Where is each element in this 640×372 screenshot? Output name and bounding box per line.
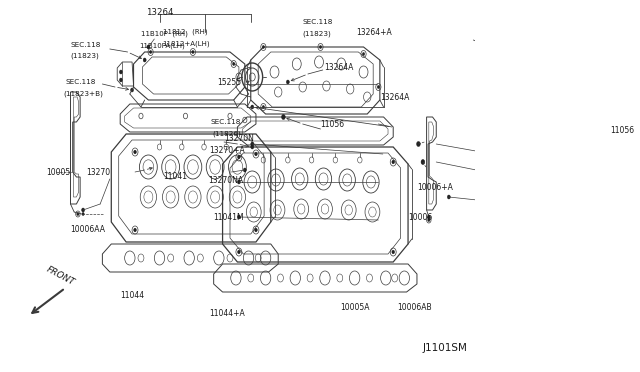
Text: 13264A: 13264A (380, 93, 409, 102)
Circle shape (428, 215, 430, 219)
Circle shape (237, 180, 241, 184)
Text: 13264A: 13264A (324, 62, 353, 71)
Text: (11823+B): (11823+B) (63, 91, 103, 97)
Circle shape (237, 155, 240, 159)
Circle shape (192, 51, 194, 54)
Circle shape (262, 106, 264, 109)
Text: FRONT: FRONT (45, 264, 76, 287)
Circle shape (392, 250, 394, 254)
Circle shape (237, 215, 241, 219)
Circle shape (134, 150, 136, 154)
Text: 11812+A(LH): 11812+A(LH) (162, 41, 209, 47)
Circle shape (497, 55, 500, 59)
Circle shape (561, 97, 564, 103)
Text: 13270+A: 13270+A (209, 145, 245, 154)
Text: SEC.118: SEC.118 (65, 79, 95, 85)
Circle shape (120, 70, 122, 74)
Text: 10006AA: 10006AA (70, 224, 106, 234)
Text: 10006: 10006 (408, 212, 432, 221)
Circle shape (77, 212, 79, 215)
Circle shape (143, 58, 146, 62)
Text: J1101SM: J1101SM (423, 343, 468, 353)
Text: 11041M: 11041M (212, 212, 243, 221)
Circle shape (237, 250, 240, 254)
Text: 10005A: 10005A (340, 302, 369, 311)
Circle shape (447, 195, 451, 199)
Circle shape (251, 142, 253, 146)
Text: 11812   (RH): 11812 (RH) (163, 29, 208, 35)
Circle shape (421, 160, 425, 164)
Text: SEC.118: SEC.118 (211, 119, 241, 125)
Circle shape (134, 228, 136, 232)
Circle shape (319, 45, 322, 48)
Text: 13264: 13264 (147, 7, 174, 16)
Circle shape (251, 145, 253, 149)
Circle shape (120, 78, 122, 82)
Text: 11044: 11044 (120, 292, 144, 301)
Circle shape (82, 208, 84, 212)
Text: 13270: 13270 (86, 167, 110, 176)
Text: 11056: 11056 (610, 125, 634, 135)
Circle shape (417, 141, 420, 147)
Text: 11044+A: 11044+A (209, 310, 245, 318)
Text: 10006+A: 10006+A (417, 183, 453, 192)
Text: SEC.118: SEC.118 (70, 42, 101, 48)
Circle shape (286, 80, 289, 84)
Text: (11823): (11823) (70, 53, 99, 59)
Circle shape (147, 45, 150, 49)
Circle shape (255, 228, 257, 232)
Circle shape (150, 51, 152, 54)
Circle shape (282, 115, 285, 119)
Text: 11B10PA(LH): 11B10PA(LH) (140, 43, 185, 49)
Text: 13264+A: 13264+A (356, 28, 392, 36)
Circle shape (392, 160, 394, 164)
Text: 11B10P  (RH): 11B10P (RH) (141, 31, 188, 37)
Circle shape (255, 152, 257, 156)
Circle shape (82, 212, 84, 215)
Circle shape (377, 86, 380, 89)
Text: SEC.118: SEC.118 (303, 19, 333, 25)
Text: 11041: 11041 (163, 171, 188, 180)
Circle shape (131, 88, 134, 92)
Text: 10006AB: 10006AB (397, 302, 431, 311)
Text: 13270N: 13270N (224, 134, 254, 142)
Circle shape (428, 218, 430, 221)
Circle shape (232, 62, 235, 65)
Text: 10005: 10005 (46, 167, 70, 176)
Circle shape (362, 52, 365, 55)
Circle shape (251, 105, 253, 109)
Text: 13270NA: 13270NA (208, 176, 243, 185)
Circle shape (503, 270, 506, 274)
Text: 15255: 15255 (217, 77, 241, 87)
Circle shape (262, 45, 264, 48)
Text: (11826): (11826) (212, 131, 241, 137)
Text: 11056: 11056 (321, 119, 344, 128)
Circle shape (577, 122, 580, 126)
Text: (11823): (11823) (303, 31, 332, 37)
Circle shape (243, 168, 246, 172)
